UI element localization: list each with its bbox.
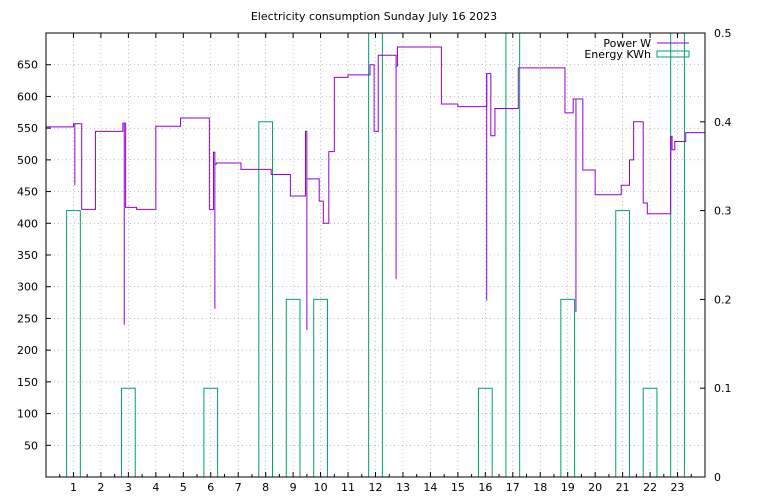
- y-tick-label: 550: [17, 122, 38, 135]
- y-tick-label: 100: [17, 408, 38, 421]
- y2-tick-label: 0.3: [714, 205, 732, 218]
- x-tick-label: 12: [369, 481, 383, 494]
- energy-bar: [203, 387, 219, 477]
- x-tick-label: 3: [125, 481, 132, 494]
- x-tick-label: 14: [423, 481, 437, 494]
- x-tick-label: 19: [561, 481, 575, 494]
- y-tick-label: 400: [17, 217, 38, 230]
- y2-tick-label: 0.4: [714, 116, 732, 129]
- legend-label-power: Power W: [603, 37, 651, 50]
- energy-bar: [66, 210, 81, 477]
- x-tick-label: 9: [290, 481, 297, 494]
- legend-swatch-energy: [656, 50, 690, 58]
- x-tick-label: 22: [643, 481, 657, 494]
- x-tick-label: 5: [180, 481, 187, 494]
- x-tick-label: 23: [671, 481, 685, 494]
- y-tick-label: 50: [24, 439, 38, 452]
- x-tick-label: 7: [235, 481, 242, 494]
- y2-tick-label: 0: [714, 471, 721, 484]
- energy-bar: [258, 121, 274, 477]
- x-tick-label: 11: [341, 481, 355, 494]
- x-tick-label: 18: [533, 481, 547, 494]
- chart-title: Electricity consumption Sunday July 16 2…: [251, 10, 497, 23]
- x-tick-label: 17: [506, 481, 520, 494]
- energy-bar: [560, 298, 576, 477]
- y-tick-label: 350: [17, 249, 38, 262]
- energy-bar: [313, 298, 328, 477]
- y-tick-label: 650: [17, 59, 38, 72]
- x-tick-label: 8: [262, 481, 269, 494]
- y-tick-label: 250: [17, 312, 38, 325]
- y-tick-label: 450: [17, 186, 38, 199]
- y-tick-label: 500: [17, 154, 38, 167]
- x-tick-label: 15: [451, 481, 465, 494]
- energy-bar: [615, 210, 630, 477]
- energy-bar: [477, 387, 493, 477]
- x-tick-label: 13: [396, 481, 410, 494]
- y-tick-label: 200: [17, 344, 38, 357]
- grid: [46, 33, 705, 477]
- energy-bar: [121, 387, 136, 477]
- y2-tick-label: 0.5: [714, 27, 732, 40]
- x-tick-label: 4: [152, 481, 159, 494]
- x-tick-label: 2: [97, 481, 104, 494]
- axis-ticks: 1 2 3 4 5 6 7 8 9 10 11 12 13 14 15 16 17 18 19 20 21 22 23501…: [17, 27, 732, 494]
- energy-bar: [642, 387, 658, 477]
- x-tick-label: 10: [314, 481, 328, 494]
- x-tick-label: 21: [616, 481, 630, 494]
- y-tick-label: 600: [17, 90, 38, 103]
- legend-label-energy: Energy KWh: [584, 48, 651, 61]
- x-tick-label: 16: [478, 481, 492, 494]
- energy-bar: [505, 32, 521, 477]
- energy-series: [66, 32, 685, 477]
- y-tick-label: 150: [17, 376, 38, 389]
- x-tick-label: 6: [207, 481, 214, 494]
- energy-bar: [285, 298, 301, 477]
- x-tick-label: 20: [588, 481, 602, 494]
- y-tick-label: 300: [17, 281, 38, 294]
- power-series: [46, 46, 705, 330]
- y2-tick-label: 0.1: [714, 382, 732, 395]
- x-tick-label: 1: [70, 481, 77, 494]
- power-line: [46, 46, 705, 224]
- y2-tick-label: 0.2: [714, 293, 732, 306]
